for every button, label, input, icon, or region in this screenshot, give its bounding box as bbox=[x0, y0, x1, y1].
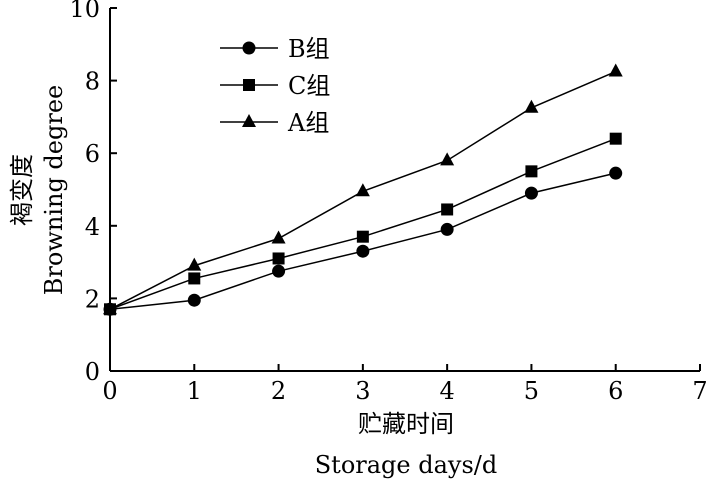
legend-item: C组 bbox=[220, 72, 330, 100]
x-tick-label: 3 bbox=[355, 377, 370, 405]
legend: B组 C组 A组 bbox=[220, 35, 330, 137]
y-tick-label: 6 bbox=[85, 140, 100, 168]
x-axis-title-cn: 贮藏时间 bbox=[358, 410, 454, 438]
x-tick-label: 4 bbox=[440, 377, 455, 405]
y-axis-title-en: Browning degree bbox=[40, 85, 68, 296]
data-point-square bbox=[525, 165, 538, 178]
y-tick-label: 2 bbox=[85, 285, 100, 313]
data-point-circle bbox=[356, 244, 370, 258]
x-tick-label: 1 bbox=[187, 377, 202, 405]
y-ticks: 0 2 4 6 8 10 bbox=[69, 0, 117, 386]
data-point-circle bbox=[187, 293, 201, 307]
legend-label: B组 bbox=[288, 35, 330, 63]
data-point-triangle bbox=[355, 183, 370, 197]
legend-item: A组 bbox=[220, 109, 329, 137]
x-axis-title-en: Storage days/d bbox=[315, 451, 498, 479]
data-point-triangle bbox=[524, 99, 539, 113]
data-point-square bbox=[356, 230, 369, 243]
legend-label: A组 bbox=[287, 109, 329, 137]
x-ticks: 0 1 2 3 4 5 6 7 bbox=[102, 364, 708, 405]
data-point-square bbox=[188, 272, 201, 285]
series-line bbox=[109, 137, 616, 310]
data-point-circle bbox=[272, 264, 286, 278]
data-point-triangle bbox=[608, 63, 623, 77]
data-point-triangle bbox=[440, 152, 455, 166]
y-tick-label: 10 bbox=[69, 0, 100, 23]
legend-marker-square bbox=[243, 79, 255, 91]
legend-item: B组 bbox=[220, 35, 330, 63]
data-point-triangle bbox=[103, 301, 117, 315]
legend-marker-triangle bbox=[242, 113, 256, 127]
x-tick-label: 5 bbox=[524, 377, 539, 405]
series-triangle bbox=[103, 63, 623, 315]
y-tick-label: 4 bbox=[85, 213, 100, 241]
data-point-square bbox=[609, 132, 622, 145]
legend-label: C组 bbox=[288, 72, 330, 100]
data-point-circle bbox=[524, 186, 538, 200]
x-tick-label: 2 bbox=[271, 377, 286, 405]
legend-marker-circle bbox=[242, 41, 256, 55]
data-point-circle bbox=[609, 166, 623, 180]
axes bbox=[109, 8, 700, 372]
data-point-triangle bbox=[187, 257, 202, 271]
series-layer bbox=[103, 63, 623, 316]
y-axis-title-cn: 褐变度 bbox=[8, 154, 36, 226]
data-point-square bbox=[441, 203, 454, 216]
x-tick-label: 6 bbox=[608, 377, 623, 405]
data-point-square bbox=[272, 252, 285, 265]
data-point-triangle bbox=[271, 230, 286, 244]
y-tick-label: 0 bbox=[85, 358, 100, 386]
data-point-circle bbox=[440, 222, 454, 236]
x-tick-label: 0 bbox=[102, 377, 117, 405]
x-tick-label: 7 bbox=[692, 377, 707, 405]
series-square bbox=[104, 132, 622, 316]
y-tick-label: 8 bbox=[85, 68, 100, 96]
